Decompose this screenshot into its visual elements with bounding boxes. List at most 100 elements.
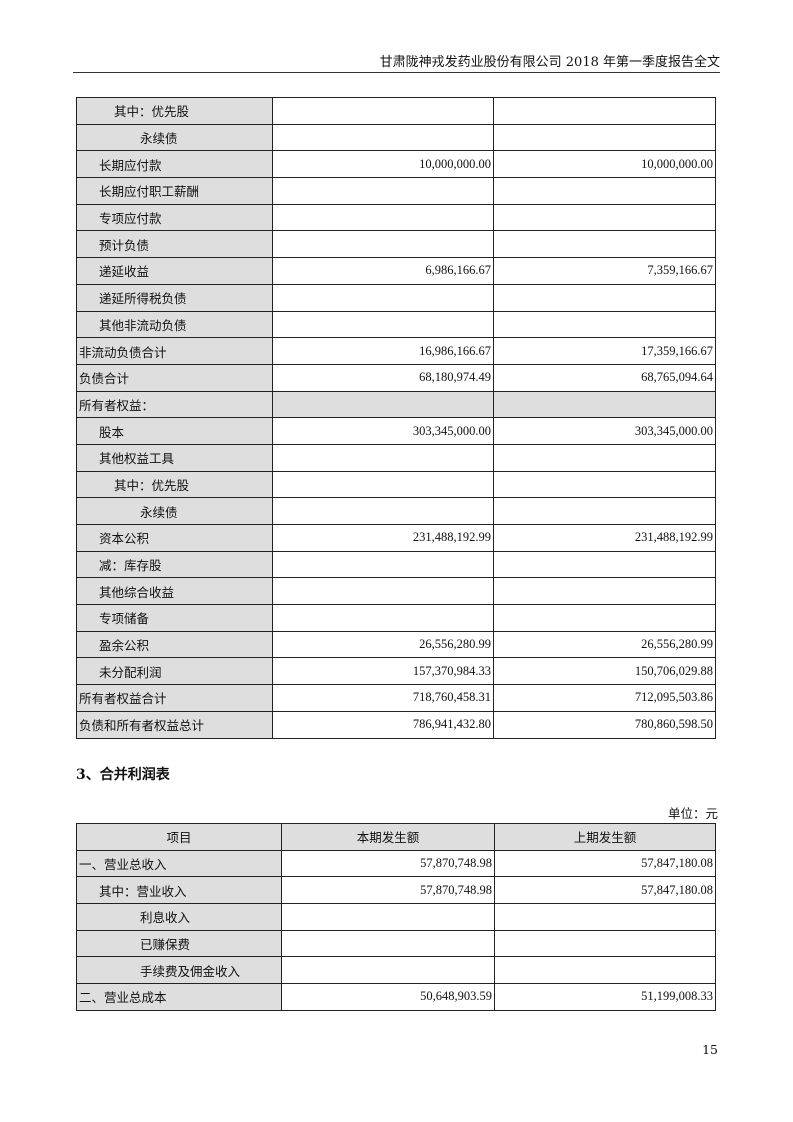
balance-sheet-table: 其中：优先股 永续债 长期应付款 10,000,000.00 10,000,000.00… bbox=[76, 97, 716, 739]
current-value bbox=[272, 470, 494, 499]
row-label: 减：库存股 bbox=[76, 550, 273, 579]
table-row: 永续债 bbox=[76, 123, 716, 152]
row-label: 所有者权益合计 bbox=[76, 684, 273, 712]
current-value bbox=[272, 177, 494, 205]
table-row: 利息收入 bbox=[76, 903, 716, 931]
current-value: 10,000,000.00 bbox=[272, 150, 494, 179]
table-row: 资本公积 231,488,192.99 231,488,192.99 bbox=[76, 524, 716, 552]
current-value bbox=[272, 497, 494, 525]
current-value: 231,488,192.99 bbox=[272, 524, 494, 552]
row-label: 所有者权益： bbox=[76, 390, 273, 419]
row-label: 其他综合收益 bbox=[76, 577, 273, 606]
table-row: 其中：优先股 bbox=[76, 97, 716, 125]
row-label: 利息收入 bbox=[76, 903, 282, 931]
row-label: 其中：优先股 bbox=[76, 470, 273, 499]
current-value: 157,370,984.33 bbox=[272, 657, 494, 686]
current-value bbox=[272, 230, 494, 259]
table-row: 所有者权益合计 718,760,458.31 712,095,503.86 bbox=[76, 684, 716, 712]
table-row: 非流动负债合计 16,986,166.67 17,359,166.67 bbox=[76, 337, 716, 365]
current-value bbox=[272, 604, 494, 632]
document-header: 甘肃陇神戎发药业股份有限公司 2018 年第一季度报告全文 bbox=[379, 55, 720, 70]
row-label: 已赚保费 bbox=[76, 929, 282, 958]
current-value bbox=[272, 550, 494, 579]
row-label: 其中：营业收入 bbox=[76, 876, 282, 905]
previous-value bbox=[493, 604, 716, 632]
row-label: 预计负债 bbox=[76, 230, 273, 259]
table-row: 已赚保费 bbox=[76, 929, 716, 958]
row-label: 其中：优先股 bbox=[76, 97, 273, 125]
table-row: 永续债 bbox=[76, 497, 716, 525]
table-header-row: 项目 本期发生额 上期发生额 bbox=[76, 823, 716, 851]
row-label: 其他非流动负债 bbox=[76, 310, 273, 339]
page-number: 15 bbox=[702, 1042, 718, 1057]
table-row: 一、营业总收入 57,870,748.98 57,847,180.08 bbox=[76, 849, 716, 878]
previous-value bbox=[494, 956, 716, 985]
row-label: 永续债 bbox=[76, 123, 273, 152]
unit-label: 单位：元 bbox=[667, 806, 718, 821]
row-label: 长期应付款 bbox=[76, 150, 273, 179]
previous-value bbox=[493, 230, 716, 259]
row-label: 手续费及佣金收入 bbox=[76, 956, 282, 985]
current-value: 68,180,974.49 bbox=[272, 363, 494, 392]
previous-value: 10,000,000.00 bbox=[493, 150, 716, 179]
table-row: 专项应付款 bbox=[76, 203, 716, 232]
row-label: 非流动负债合计 bbox=[76, 337, 273, 365]
row-label: 长期应付职工薪酬 bbox=[76, 177, 273, 205]
table-row: 长期应付款 10,000,000.00 10,000,000.00 bbox=[76, 150, 716, 179]
current-value bbox=[272, 123, 494, 152]
current-value bbox=[272, 310, 494, 339]
current-value: 16,986,166.67 bbox=[272, 337, 494, 365]
table-row: 未分配利润 157,370,984.33 150,706,029.88 bbox=[76, 657, 716, 686]
previous-value bbox=[493, 203, 716, 232]
table-row: 其他非流动负债 bbox=[76, 310, 716, 339]
header-item: 项目 bbox=[76, 823, 282, 851]
row-label: 永续债 bbox=[76, 497, 273, 525]
table-row: 负债合计 68,180,974.49 68,765,094.64 bbox=[76, 363, 716, 392]
current-value bbox=[272, 577, 494, 606]
row-label: 递延收益 bbox=[76, 257, 273, 285]
row-label: 二、营业总成本 bbox=[76, 983, 282, 1011]
previous-value bbox=[493, 497, 716, 525]
table-row: 二、营业总成本 50,648,903.59 51,199,008.33 bbox=[76, 983, 716, 1011]
table-row: 其他权益工具 bbox=[76, 443, 716, 472]
current-value bbox=[272, 390, 494, 419]
table-row: 预计负债 bbox=[76, 230, 716, 259]
table-row: 其中：优先股 bbox=[76, 470, 716, 499]
previous-value bbox=[493, 177, 716, 205]
previous-value bbox=[493, 390, 716, 419]
previous-value bbox=[493, 550, 716, 579]
current-value bbox=[272, 283, 494, 312]
previous-value bbox=[494, 903, 716, 931]
previous-value: 231,488,192.99 bbox=[493, 524, 716, 552]
row-label: 专项应付款 bbox=[76, 203, 273, 232]
table-row: 所有者权益： bbox=[76, 390, 716, 419]
section-title: 3、合并利润表 bbox=[76, 767, 170, 783]
previous-value bbox=[493, 577, 716, 606]
previous-value bbox=[493, 470, 716, 499]
row-label: 专项储备 bbox=[76, 604, 273, 632]
table-row: 递延收益 6,986,166.67 7,359,166.67 bbox=[76, 257, 716, 285]
table-row: 股本 303,345,000.00 303,345,000.00 bbox=[76, 417, 716, 445]
table-row: 递延所得税负债 bbox=[76, 283, 716, 312]
row-label: 递延所得税负债 bbox=[76, 283, 273, 312]
table-row: 负债和所有者权益总计 786,941,432.80 780,860,598.50 bbox=[76, 710, 716, 739]
previous-value bbox=[493, 443, 716, 472]
row-label: 一、营业总收入 bbox=[76, 849, 282, 878]
row-label: 股本 bbox=[76, 417, 273, 445]
current-value: 303,345,000.00 bbox=[272, 417, 494, 445]
row-label: 资本公积 bbox=[76, 524, 273, 552]
previous-value bbox=[493, 97, 716, 125]
table-row: 减：库存股 bbox=[76, 550, 716, 579]
row-label: 其他权益工具 bbox=[76, 443, 273, 472]
current-value: 26,556,280.99 bbox=[272, 630, 494, 659]
income-statement-table: 项目 本期发生额 上期发生额 一、营业总收入 57,870,748.98 57,84… bbox=[76, 823, 716, 1011]
current-value: 6,986,166.67 bbox=[272, 257, 494, 285]
current-value bbox=[272, 97, 494, 125]
current-value: 57,870,748.98 bbox=[281, 876, 495, 905]
table-row: 其中：营业收入 57,870,748.98 57,847,180.08 bbox=[76, 876, 716, 905]
current-value bbox=[281, 929, 495, 958]
table-row: 长期应付职工薪酬 bbox=[76, 177, 716, 205]
previous-value: 26,556,280.99 bbox=[493, 630, 716, 659]
table-row: 盈余公积 26,556,280.99 26,556,280.99 bbox=[76, 630, 716, 659]
previous-value bbox=[493, 310, 716, 339]
